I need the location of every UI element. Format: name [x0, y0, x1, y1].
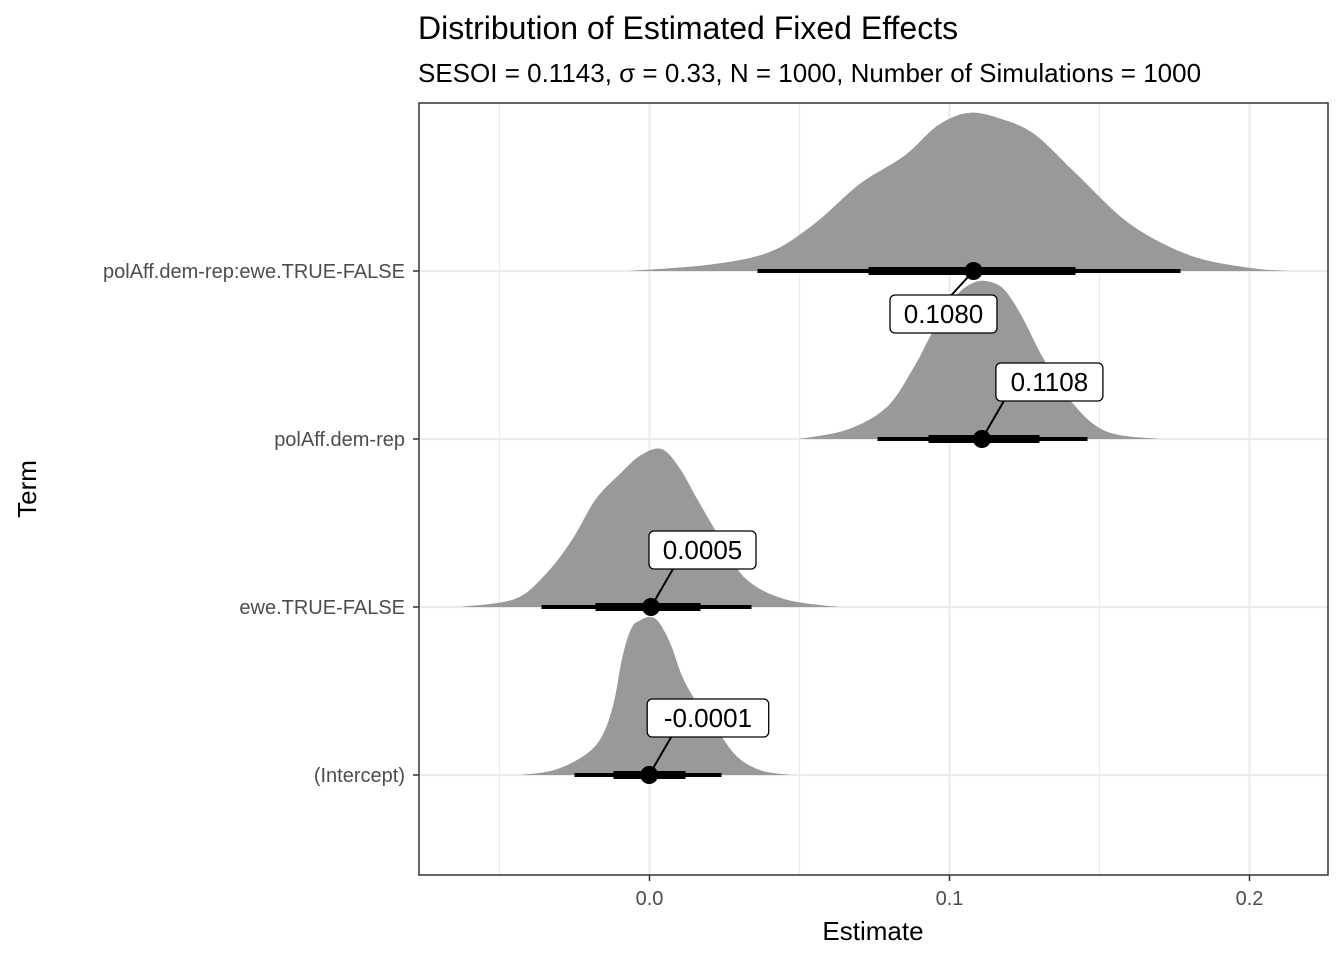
label-box	[646, 698, 770, 738]
term-group: 0.0005	[460, 448, 839, 616]
y-tick-label: polAff.dem-rep:ewe.TRUE-FALSE	[103, 261, 405, 283]
x-tick-label: 0.0	[636, 888, 664, 910]
series-layer: -0.0001 0.0005 0.1108 0.1080	[460, 112, 1289, 784]
density-slab	[520, 616, 791, 775]
chart-subtitle: SESOI = 0.1143, σ = 0.33, N = 1000, Numb…	[418, 58, 1201, 88]
y-tick-label: (Intercept)	[314, 765, 405, 787]
x-tick-label: 0.2	[1236, 888, 1264, 910]
x-tick-label: 0.1	[936, 888, 964, 910]
y-axis-title: Term	[12, 460, 42, 518]
term-group: -0.0001	[520, 616, 791, 784]
density-slab	[628, 112, 1289, 271]
label-leader	[648, 736, 673, 776]
median-label: -0.0001	[664, 703, 752, 733]
term-group: 0.1080	[628, 112, 1289, 334]
y-tick-label: polAff.dem-rep	[274, 429, 405, 451]
median-label: 0.1080	[904, 299, 984, 329]
y-axis: (Intercept) ewe.TRUE-FALSE polAff.dem-rep p…	[103, 261, 419, 787]
chart-title: Distribution of Estimated Fixed Effects	[418, 10, 958, 46]
panel-border	[418, 102, 1329, 876]
density-slab	[799, 280, 1160, 439]
term-group: 0.1108	[799, 280, 1160, 448]
label-leader	[981, 400, 1005, 440]
label-leader	[650, 568, 674, 608]
label-box	[995, 362, 1104, 402]
label-leader	[950, 270, 975, 296]
x-axis: 0.0 0.1 0.2	[636, 875, 1264, 910]
label-box	[648, 530, 757, 570]
x-axis-title: Estimate	[822, 916, 923, 946]
y-tick-label: ewe.TRUE-FALSE	[239, 597, 405, 619]
median-label: 0.1108	[1011, 367, 1089, 397]
label-box	[889, 294, 998, 334]
median-label: 0.0005	[663, 535, 743, 565]
density-slab	[460, 448, 839, 607]
